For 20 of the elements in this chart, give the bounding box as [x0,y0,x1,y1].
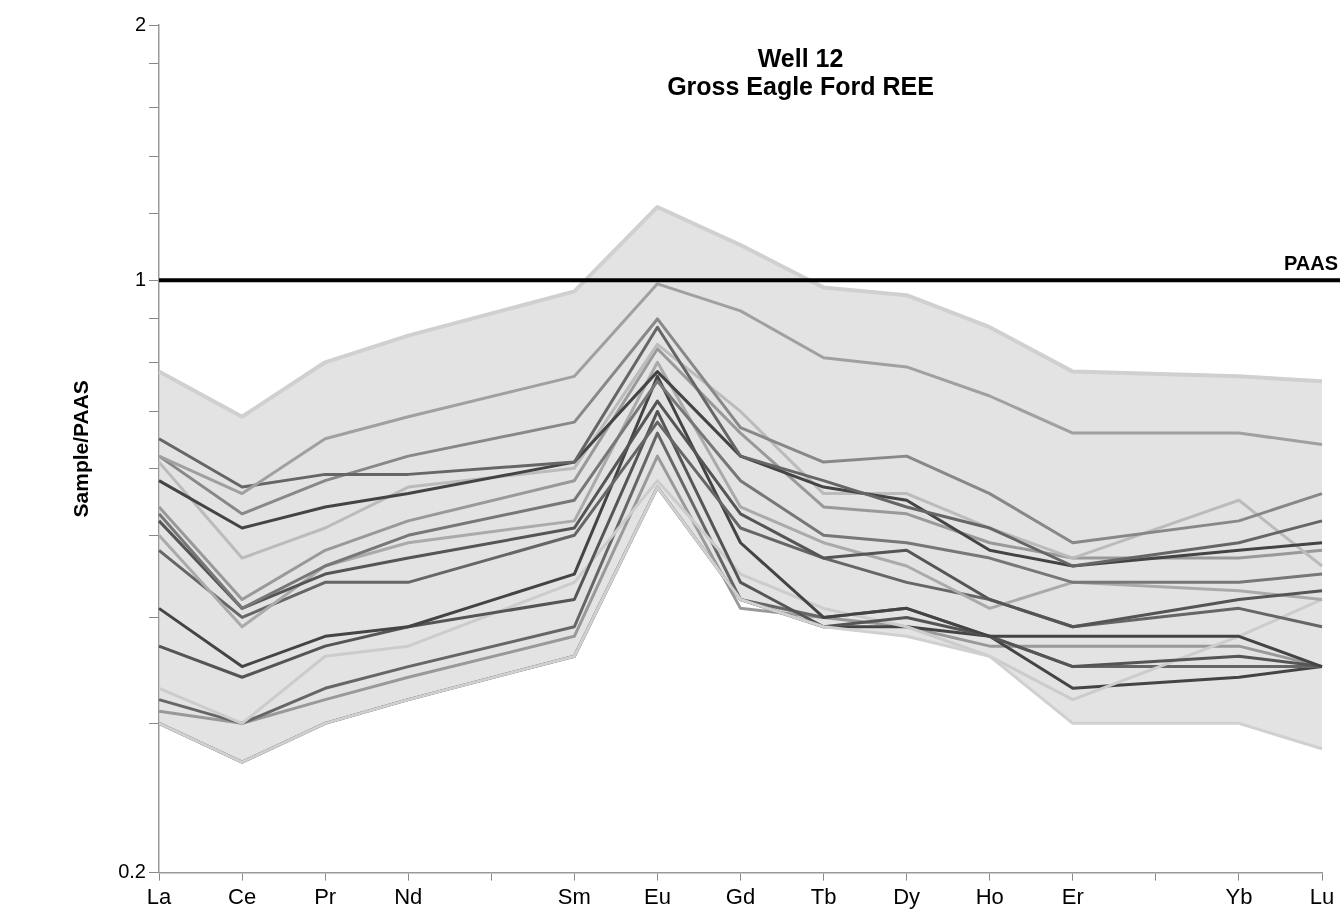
y-tick-label: 2 [134,12,146,35]
ref-line-label: PAAS [1283,251,1338,274]
x-tick-label: Sm [557,883,591,909]
x-tick-label: Lu [1309,883,1335,909]
x-tick-label: La [146,883,172,909]
y-axis-title: Sample/PAAS [69,380,93,518]
text: Gross Eagle Ford REE [667,72,934,101]
x-tick-label: Gd [725,883,756,909]
y-tick-label: 1 [134,267,146,290]
text: Well 12 [757,44,844,73]
x-tick-label: Er [1061,883,1084,909]
x-tick-label: Tb [810,883,837,909]
x-tick-label: Pr [314,883,337,909]
y-tick-label: 0.2 [118,860,146,883]
x-tick-label: Eu [643,883,671,909]
x-tick-label: Dy [893,883,921,909]
x-tick-label: Yb [1225,883,1253,909]
x-tick-label: Nd [394,883,423,909]
x-tick-label: Ce [228,883,257,909]
x-tick-label: Ho [975,883,1004,909]
